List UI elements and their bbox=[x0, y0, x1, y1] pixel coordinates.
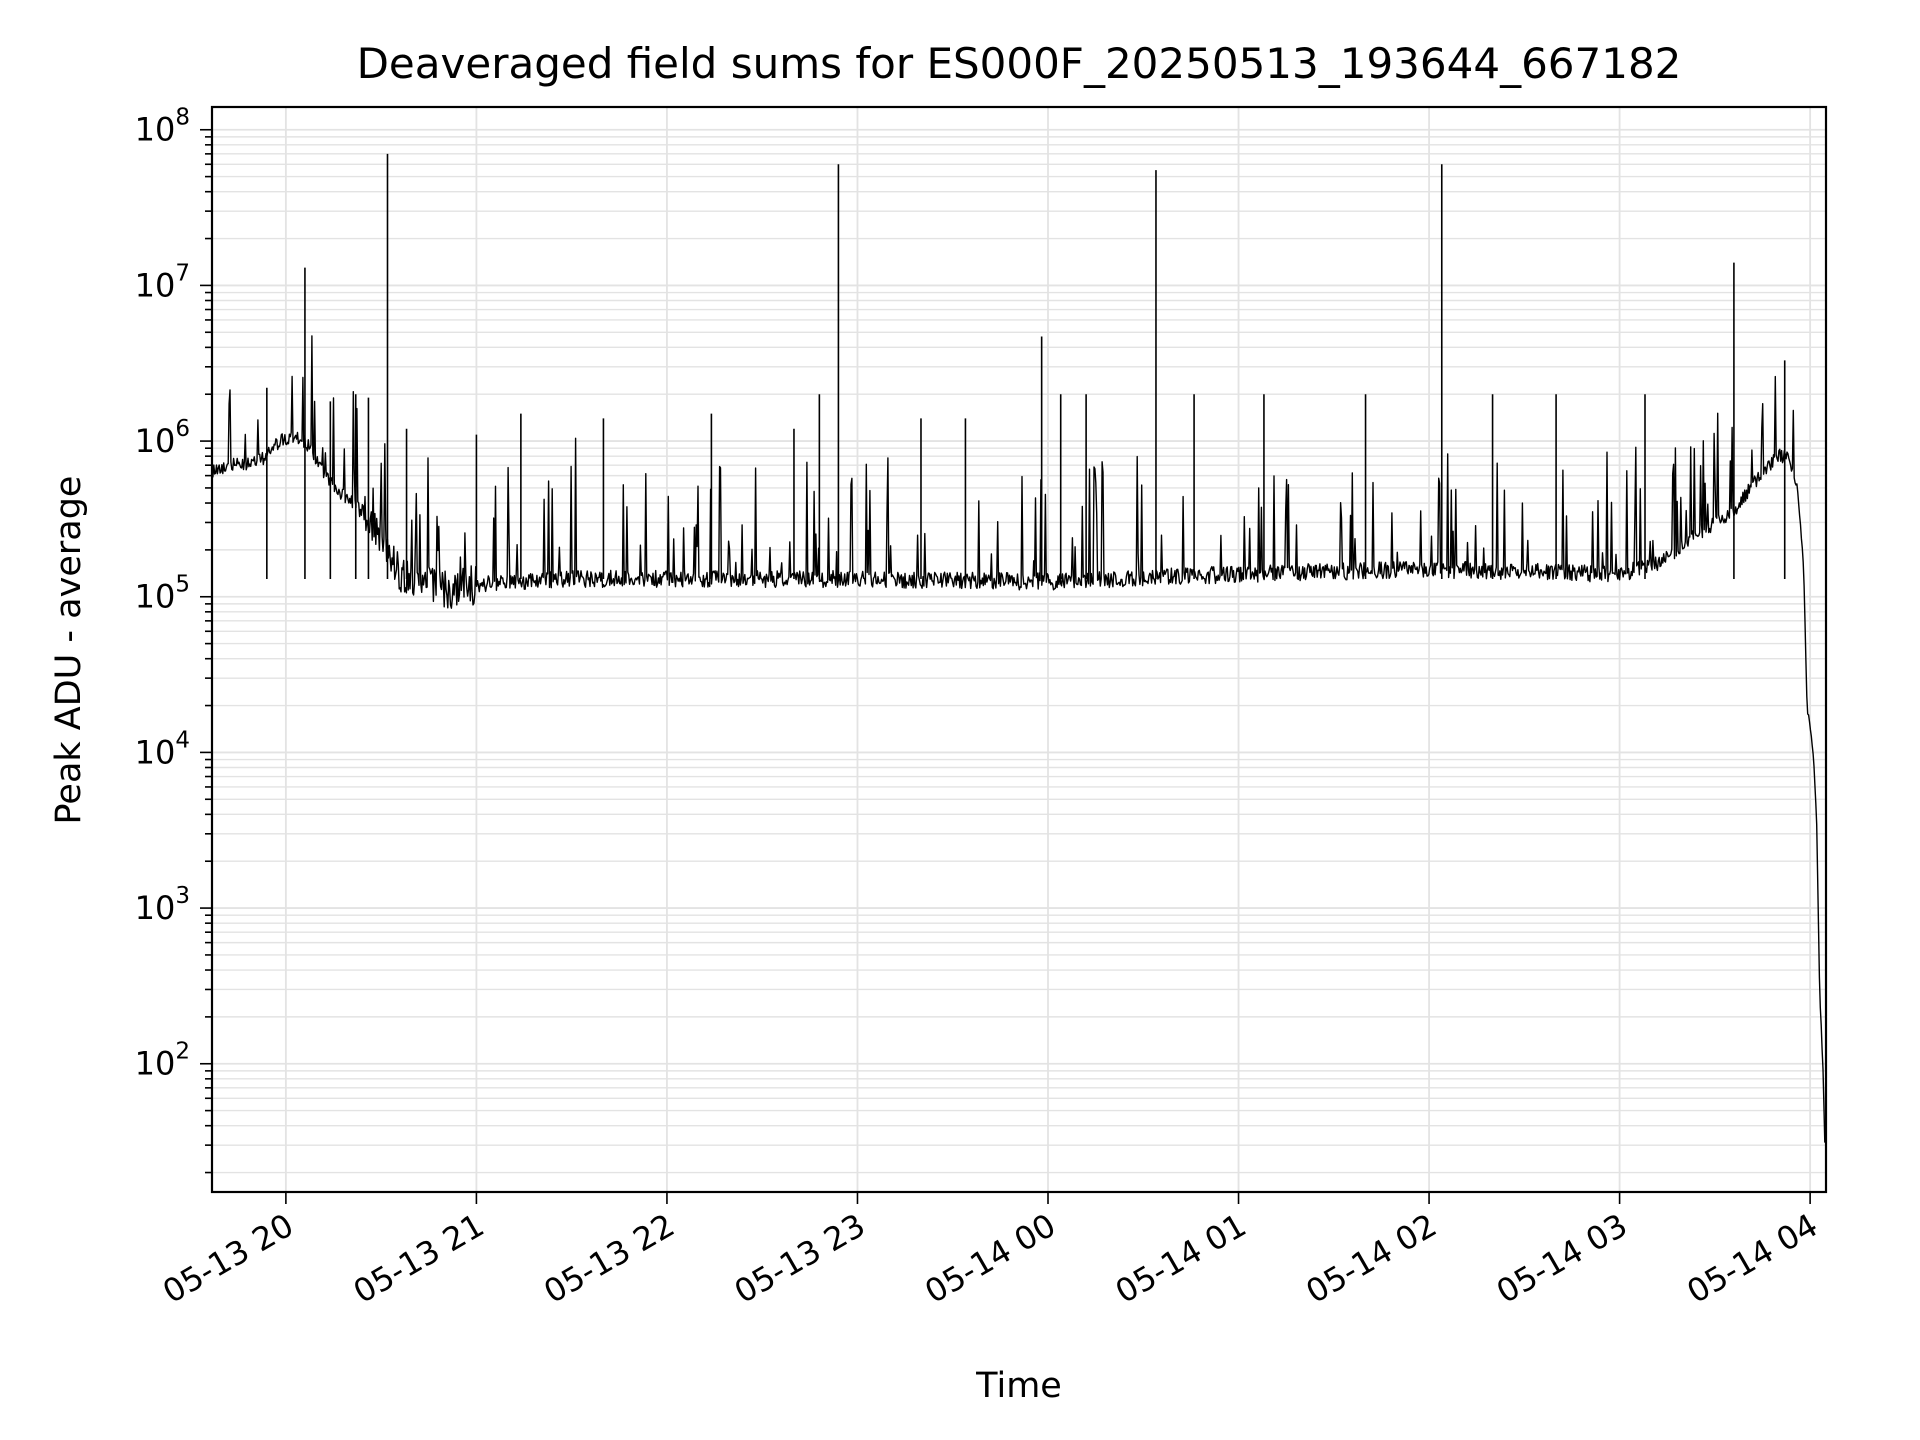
y-tick-base: 10 bbox=[135, 578, 176, 616]
y-axis-label: Peak ADU - average bbox=[49, 476, 89, 825]
y-tick-label: 108 bbox=[135, 105, 190, 149]
y-tick-exponent: 8 bbox=[175, 105, 190, 131]
y-tick-label: 105 bbox=[135, 572, 190, 616]
y-tick-base: 10 bbox=[135, 111, 176, 149]
x-axis-label: Time bbox=[975, 1366, 1062, 1406]
y-tick-exponent: 7 bbox=[175, 260, 190, 286]
plot-area bbox=[211, 153, 1826, 1143]
plot-frame bbox=[210, 105, 1828, 1194]
chart-title: Deaveraged field sums for ES000F_2025051… bbox=[357, 39, 1682, 88]
y-tick-exponent: 3 bbox=[175, 883, 190, 909]
y-tick-base: 10 bbox=[135, 422, 176, 460]
y-tick-label: 106 bbox=[135, 416, 190, 460]
y-tick-base: 10 bbox=[135, 889, 176, 927]
y-tick-base: 10 bbox=[135, 266, 176, 304]
y-tick-base: 10 bbox=[135, 733, 176, 771]
y-tick-label: 103 bbox=[135, 883, 190, 927]
y-tick-exponent: 4 bbox=[175, 727, 190, 753]
y-tick-exponent: 6 bbox=[175, 416, 190, 442]
y-tick-label: 104 bbox=[135, 727, 190, 771]
y-tick-label: 102 bbox=[135, 1039, 190, 1083]
grid bbox=[212, 107, 1826, 1192]
y-tick-base: 10 bbox=[135, 1045, 176, 1083]
y-tick-exponent: 2 bbox=[175, 1039, 190, 1065]
y-tick-exponent: 5 bbox=[175, 572, 190, 598]
y-tick-label: 107 bbox=[135, 260, 190, 304]
